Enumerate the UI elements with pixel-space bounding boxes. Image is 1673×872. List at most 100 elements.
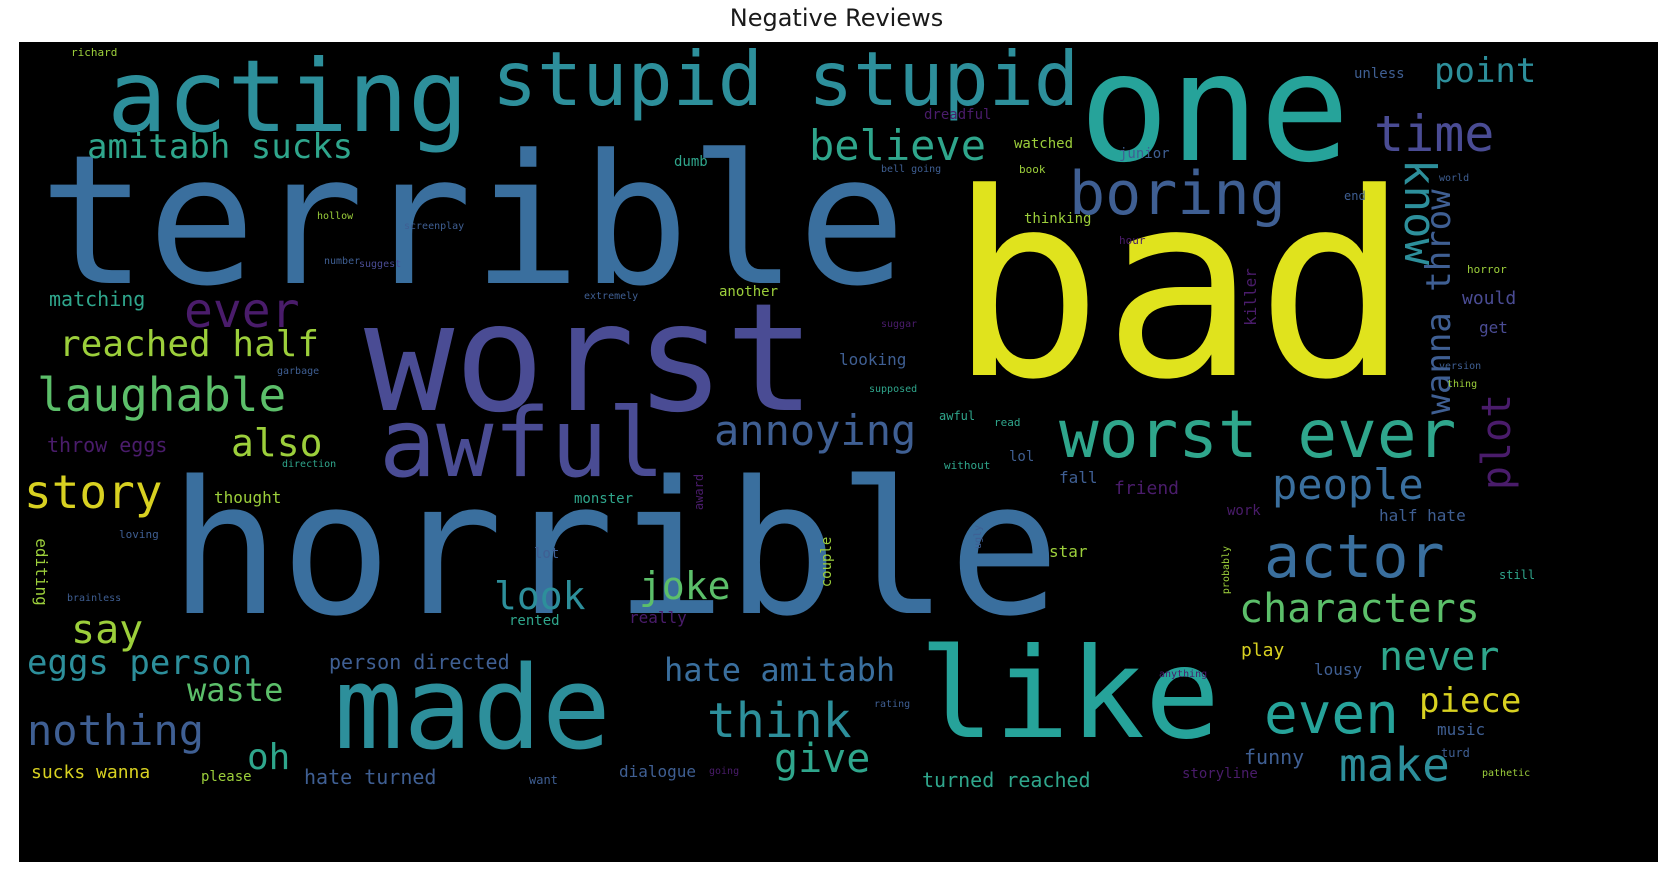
word-boring: boring [1069, 159, 1286, 229]
word-suggar: suggar [881, 319, 918, 330]
word-joke: joke [639, 564, 731, 608]
word-hate-amitabh: hate amitabh [664, 651, 896, 689]
word-throw-eggs: throw eggs [47, 433, 168, 457]
word-direction: direction [282, 459, 337, 470]
word-still: still [1499, 568, 1536, 582]
word-storyline: storyline [1182, 766, 1258, 782]
word-laughable: laughable [37, 368, 287, 422]
word-horror: horror [1467, 263, 1507, 276]
word-editing: editing [32, 538, 51, 606]
word-really: really [629, 608, 687, 627]
word-junior: junior [1119, 146, 1170, 162]
word-dumb: dumb [674, 154, 708, 170]
word-bell-going: bell going [881, 164, 942, 175]
word-plot: plot [1474, 393, 1520, 491]
word-rating: rating [874, 699, 911, 710]
word-matching: matching [49, 287, 146, 311]
word-point: point [1434, 51, 1537, 91]
word-one: one [1079, 42, 1350, 196]
word-star: star [1049, 542, 1088, 561]
word-monster: monster [574, 491, 634, 507]
word-version: version [1439, 361, 1482, 372]
word-make: make [1339, 738, 1450, 792]
word-unless: unless [1354, 66, 1405, 82]
word-going: going [709, 766, 740, 777]
word-characters: characters [1239, 586, 1480, 632]
word-worst-ever: worst ever [1059, 396, 1457, 473]
word-number: number [324, 256, 361, 267]
word-lot: lot [534, 546, 560, 562]
word-turd: turd [1441, 746, 1470, 760]
word-lousy: lousy [1314, 660, 1363, 679]
word-rented: rented [509, 613, 560, 629]
word-please: please [201, 769, 252, 785]
word-believe: believe [809, 121, 987, 170]
word-thought: thought [214, 488, 282, 507]
word-brainless: brainless [67, 593, 122, 604]
word-ugly: ugly [973, 524, 984, 550]
word-supposed: supposed [869, 384, 918, 395]
word-loving: loving [119, 528, 159, 541]
word-horrible: horrible [169, 441, 1061, 657]
word-turned-reached: turned reached [922, 768, 1091, 792]
word-book: book [1019, 163, 1046, 176]
word-pathetic: pathetic [1482, 768, 1531, 779]
word-also: also [231, 421, 323, 465]
word-hour: hour [1119, 234, 1146, 247]
word-amitabh-sucks: amitabh sucks [87, 127, 354, 167]
word-looking: looking [839, 350, 907, 369]
word-friend: friend [1114, 478, 1180, 499]
word-funny: funny [1244, 745, 1305, 769]
word-oh: oh [247, 737, 291, 778]
word-awful-small: awful [939, 409, 976, 423]
word-actor: actor [1264, 522, 1445, 592]
word-end: end [1344, 189, 1366, 203]
word-would: would [1462, 288, 1517, 309]
word-richard: richard [71, 46, 118, 59]
word-world: world [1439, 173, 1470, 184]
word-suggest: suggest [359, 259, 402, 270]
word-garbage: garbage [277, 366, 320, 377]
word-another: another [719, 284, 779, 300]
word-never: never [1379, 634, 1500, 680]
word-couple: couple [819, 536, 835, 588]
word-person-directed: person directed [329, 650, 510, 674]
word-awful: awful [379, 389, 665, 499]
word-screenplay: screenplay [404, 221, 465, 232]
word-time: time [1374, 105, 1495, 163]
word-cloud: bad terrible horrible worst one made lik… [19, 42, 1658, 862]
word-get: get [1479, 318, 1508, 337]
word-award: award [692, 473, 706, 511]
word-even: even [1264, 682, 1399, 747]
word-want: want [529, 773, 558, 787]
word-like: like [919, 622, 1221, 767]
word-terrible: terrible [39, 117, 906, 326]
word-annoying: annoying [714, 406, 917, 455]
word-sucks-wanna: sucks wanna [31, 762, 151, 783]
word-worst: worst [364, 272, 816, 446]
word-stupid-stupid: stupid stupid [492, 42, 1079, 123]
word-dreadful: dreadful [924, 107, 992, 123]
word-hollow: hollow [317, 211, 354, 222]
word-watched: watched [1014, 136, 1074, 152]
word-probably: probably [1221, 545, 1232, 595]
word-ever: ever [184, 283, 300, 339]
word-fall: fall [1059, 468, 1098, 487]
word-look: look [494, 574, 586, 618]
word-say: say [71, 607, 144, 653]
word-people: people [1272, 460, 1424, 509]
word-extremely: extremely [584, 291, 639, 302]
word-lol: lol [1009, 449, 1035, 465]
word-story: story [24, 465, 163, 519]
word-play: play [1241, 640, 1285, 661]
chart-title: Negative Reviews [729, 4, 944, 32]
word-reached-half: reached half [59, 324, 320, 365]
word-piece: piece [1419, 681, 1522, 721]
word-made: made [334, 642, 611, 776]
word-without: without [944, 459, 991, 472]
word-killer: killer [1241, 268, 1260, 326]
word-work: work [1227, 503, 1261, 519]
word-half-hate: half hate [1379, 506, 1466, 525]
word-acting: acting [107, 42, 469, 155]
word-bad: bad [949, 139, 1410, 436]
